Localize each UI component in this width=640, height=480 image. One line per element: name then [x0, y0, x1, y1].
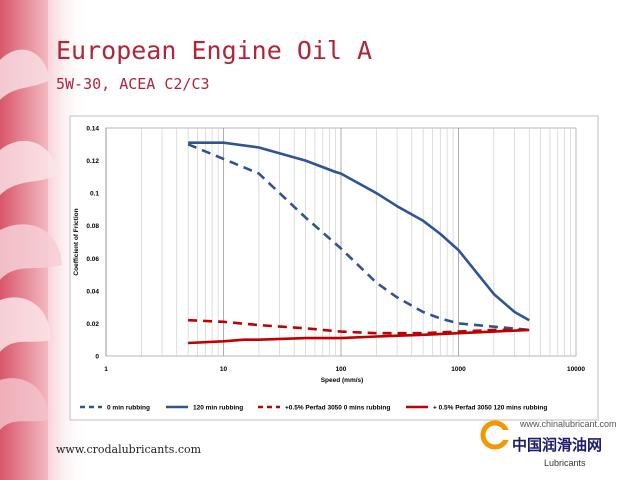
y-tick-label: 0.12: [86, 158, 99, 165]
x-tick-label: 10: [220, 366, 228, 373]
watermark-name: 中国润滑油网: [512, 436, 603, 454]
x-tick-label: 100: [336, 366, 347, 373]
x-tick-label: 1: [104, 366, 108, 373]
legend-label: +0.5% Perfad 3050 0 mins rubbing: [285, 405, 390, 412]
y-tick-label: 0.08: [86, 223, 99, 230]
x-tick-label: 10000: [567, 366, 585, 373]
y-tick-label: 0.04: [86, 288, 99, 295]
chinalubricant-logo-icon: [480, 420, 510, 450]
y-axis-label: Coefficient of Friction: [73, 208, 80, 275]
y-tick-label: 0.1: [90, 191, 99, 198]
x-axis-label: Speed (mm/s): [321, 377, 364, 384]
slide-subtitle: 5W-30, ACEA C2/C3: [56, 75, 210, 93]
series-line-1: [187, 143, 530, 332]
x-tick-label: 1000: [451, 366, 466, 373]
series-line-2: [188, 141, 530, 322]
slide-title: European Engine Oil A: [56, 36, 373, 65]
y-tick-label: 0: [95, 354, 99, 361]
series-line-3: [188, 318, 530, 335]
legend-label: + 0.5% Perfad 3050 120 mins rubbing: [433, 405, 547, 412]
y-tick-label: 0.02: [86, 321, 99, 328]
legend-label: 120 min rubbing: [193, 405, 243, 412]
legend-label: 0 min rubbing: [107, 405, 150, 412]
series-line-4: [188, 328, 530, 345]
watermark-tagline: Lubricants: [544, 458, 586, 468]
y-tick-label: 0.14: [86, 126, 99, 133]
chart-frame: [69, 115, 599, 421]
watermark-url: www.chinalubricant.com: [520, 419, 617, 429]
y-tick-label: 0.06: [86, 256, 99, 263]
footer-url: www.crodalubricants.com: [56, 443, 202, 456]
